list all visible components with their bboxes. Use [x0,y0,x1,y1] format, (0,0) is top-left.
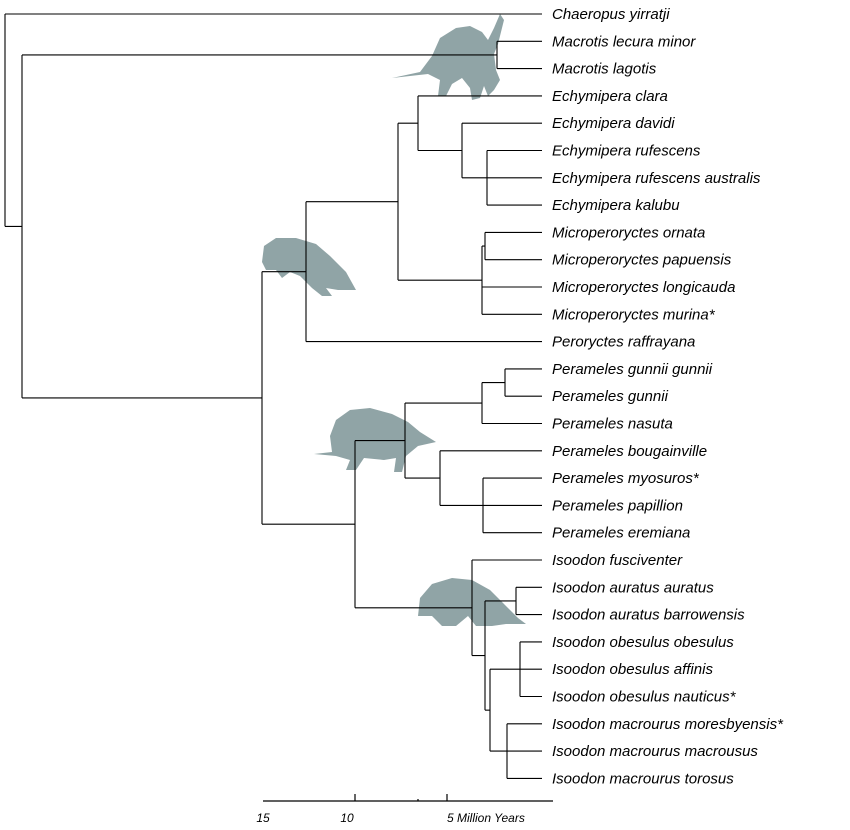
tip-label: Microperoryctes papuensis [552,252,732,269]
tip-label: Perameles gunnii [552,388,669,405]
tip-label: Microperoryctes murina* [552,306,716,323]
tip-label: Isoodon auratus barrowensis [552,607,745,624]
tip-label: Isoodon auratus auratus [552,579,714,596]
tip-labels: Chaeropus yirratji Macrotis lecura minor M… [552,6,784,787]
tip-label: Perameles nasuta [552,416,673,433]
axis-tick-5-million-years: 5 Million Years [447,811,525,825]
perameles-silhouette [314,408,436,472]
tip-label: Echymipera davidi [552,115,675,132]
tip-label: Isoodon obesulus affinis [552,661,713,678]
axis-tick-10: 10 [340,811,354,825]
tip-label: Isoodon fusciventer [552,552,683,569]
tip-label: Isoodon obesulus nauticus* [552,689,737,706]
tip-label: Echymipera rufescens australis [552,170,761,187]
bilby-silhouette [392,14,504,100]
tip-label: Isoodon macrourus macrousus [552,743,758,760]
tip-label: Microperoryctes ornata [552,224,705,241]
tip-label: Isoodon macrourus torosus [552,770,734,787]
tip-label: Isoodon macrourus moresbyensis* [552,716,784,733]
bandicoot-silhouette [262,238,356,296]
tip-label: Macrotis lecura minor [552,33,696,50]
tip-label: Perameles gunnii gunnii [552,361,713,378]
tip-label: Perameles eremiana [552,525,690,542]
axis-tick-15: 15 [256,811,270,825]
tip-label: Peroryctes raffrayana [552,334,695,351]
tip-label: Perameles myosuros* [552,470,700,487]
tip-label: Chaeropus yirratji [552,6,670,23]
tip-label: Echymipera kalubu [552,197,680,214]
tip-label: Perameles papillion [552,497,683,514]
tip-label: Microperoryctes longicauda [552,279,735,296]
tip-label: Macrotis lagotis [552,61,657,78]
time-axis: 15 10 5 Million Years [256,794,553,825]
tree-branches [4,13,542,779]
tip-label: Perameles bougainville [552,443,707,460]
tip-label: Echymipera clara [552,88,668,105]
tip-label: Isoodon obesulus obesulus [552,634,734,651]
tip-label: Echymipera rufescens [552,143,701,160]
